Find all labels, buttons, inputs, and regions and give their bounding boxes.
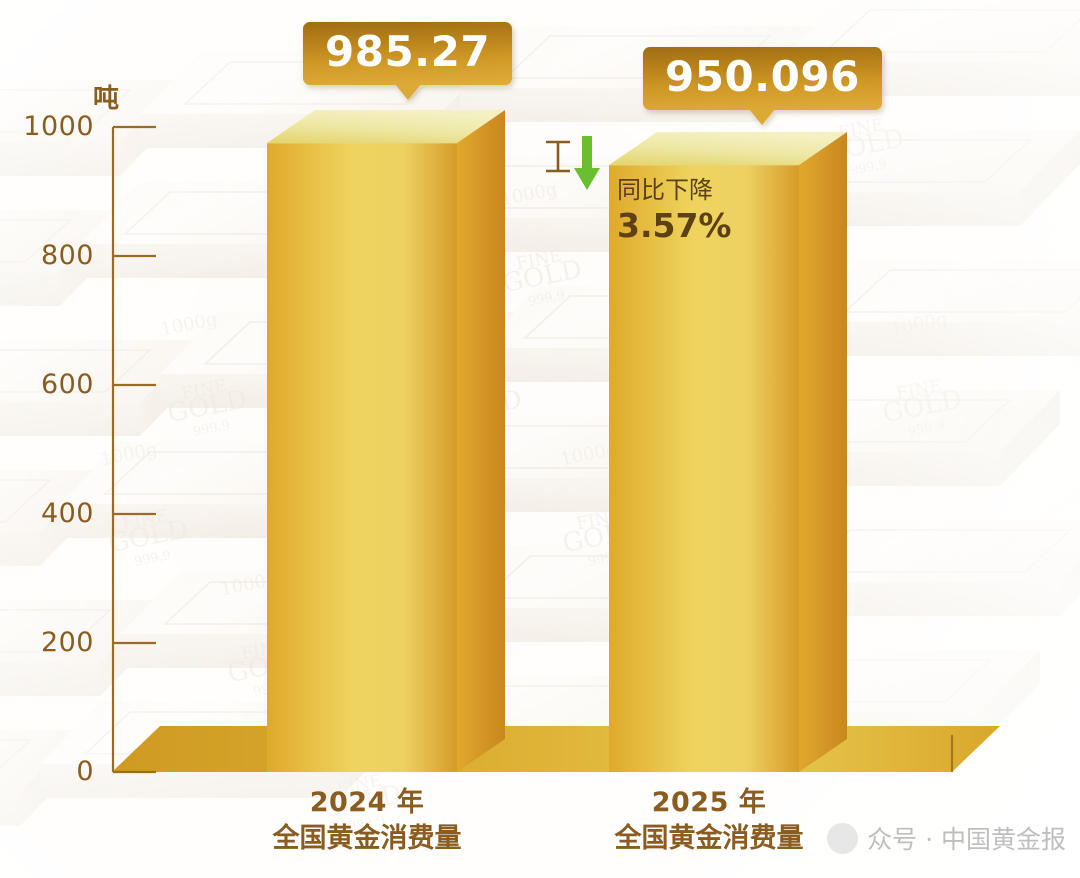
y-tick-label-1000: 1000 [23,111,94,142]
category-label-2025: 2025 年 全国黄金消费量 [564,785,854,856]
y-tick-label-400: 400 [40,498,94,529]
y-tick-label-800: 800 [40,240,94,271]
y-axis-unit-label: 吨 [93,84,120,114]
y-tick-label-200: 200 [40,627,94,658]
value-badge-2025-text: 950.096 [643,47,882,111]
value-badge-2024-text: 985.27 [303,22,513,86]
y-tick-label-600: 600 [40,369,94,400]
height-measure-icon [546,140,570,173]
category-label-2024: 2024 年 全国黄金消费量 [222,785,512,856]
decline-annotation-label: 同比下降 [617,176,713,204]
y-axis [111,125,156,774]
decline-annotation: 同比下降 3.57% [617,176,792,245]
decline-annotation-percent: 3.57% [617,206,732,246]
value-badge-2024-pointer [394,84,421,101]
value-badge-2025: 950.096 [643,47,882,126]
watermark: 众号 · 中国黄金报 [827,820,1066,856]
category-label-2024-name: 全国黄金消费量 [272,822,462,854]
bar-2024 [267,110,505,772]
circle-logo-icon [827,822,859,854]
category-label-2024-year: 2024 年 [309,787,425,818]
value-badge-2024: 985.27 [303,22,513,101]
category-label-2025-year: 2025 年 [651,787,767,818]
watermark-text: 众号 · 中国黄金报 [867,825,1066,854]
chart-floor-plane [112,726,1000,772]
down-arrow-icon [574,136,600,190]
value-badge-2025-pointer [749,109,776,126]
y-tick-label-0: 0 [76,756,94,787]
category-label-2025-name: 全国黄金消费量 [614,822,804,854]
